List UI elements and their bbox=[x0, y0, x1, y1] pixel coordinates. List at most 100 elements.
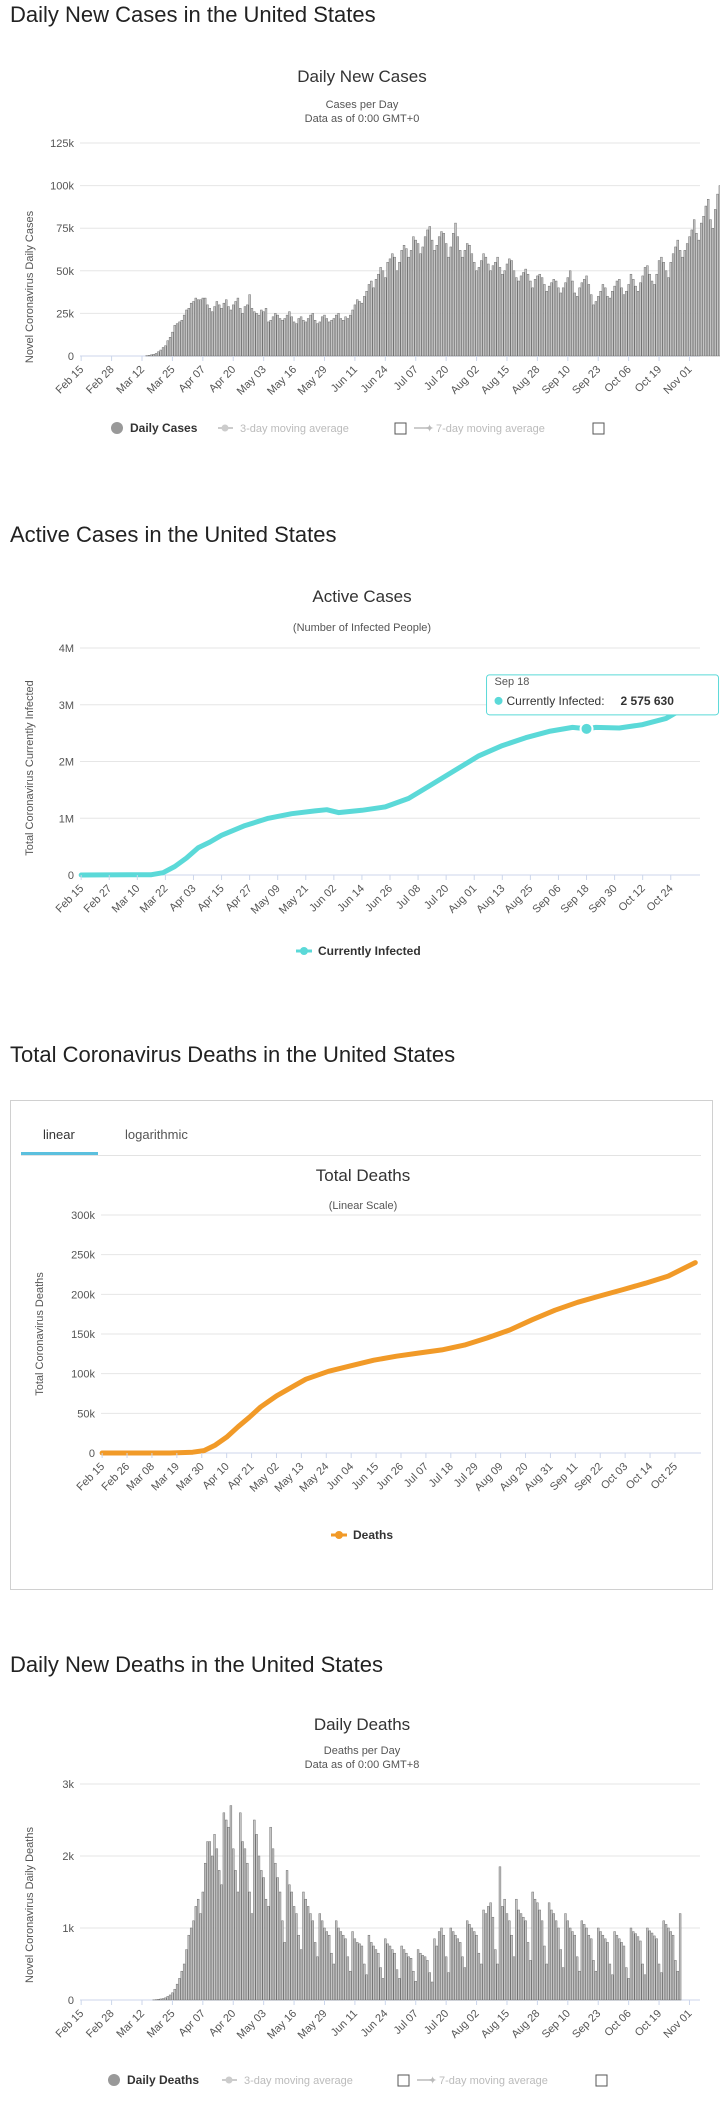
bar[interactable] bbox=[262, 1877, 265, 2001]
bar[interactable] bbox=[503, 270, 506, 357]
bar[interactable] bbox=[578, 287, 581, 357]
bar[interactable] bbox=[349, 1970, 352, 2001]
bar[interactable] bbox=[667, 1927, 670, 2001]
bar[interactable] bbox=[222, 302, 226, 357]
bar[interactable] bbox=[168, 1994, 172, 2001]
bar[interactable] bbox=[351, 1931, 354, 2001]
bar[interactable] bbox=[426, 229, 429, 357]
bar[interactable] bbox=[225, 299, 228, 357]
bar[interactable] bbox=[253, 1819, 256, 2001]
bar[interactable] bbox=[599, 291, 602, 357]
bar[interactable] bbox=[552, 279, 555, 357]
bar[interactable] bbox=[393, 256, 396, 357]
bar[interactable] bbox=[248, 1891, 251, 2001]
bar[interactable] bbox=[225, 1819, 228, 2001]
bar[interactable] bbox=[292, 321, 296, 357]
bar[interactable] bbox=[648, 273, 651, 357]
bar[interactable] bbox=[592, 304, 595, 357]
bar[interactable] bbox=[398, 1978, 401, 2001]
bar[interactable] bbox=[248, 294, 251, 357]
bar[interactable] bbox=[239, 1812, 242, 2001]
bar[interactable] bbox=[489, 270, 492, 357]
bar[interactable] bbox=[335, 1920, 338, 2001]
bar[interactable] bbox=[426, 1960, 429, 2001]
bar[interactable] bbox=[180, 1970, 183, 2001]
bar[interactable] bbox=[409, 1958, 413, 2001]
bar[interactable] bbox=[561, 1967, 565, 2001]
bar[interactable] bbox=[292, 1906, 296, 2001]
bar[interactable] bbox=[641, 275, 644, 357]
bar[interactable] bbox=[636, 291, 640, 357]
bar[interactable] bbox=[597, 1927, 600, 2001]
bar[interactable] bbox=[622, 1945, 626, 2001]
bar[interactable] bbox=[309, 1913, 312, 2001]
bar[interactable] bbox=[452, 233, 455, 357]
bar[interactable] bbox=[335, 314, 338, 357]
bar[interactable] bbox=[323, 314, 326, 357]
bar[interactable] bbox=[363, 1963, 366, 2001]
bar[interactable] bbox=[206, 1841, 209, 2001]
bar[interactable] bbox=[468, 245, 471, 357]
checkbox-7day-average[interactable] bbox=[595, 2074, 608, 2087]
bar[interactable] bbox=[419, 253, 422, 357]
bar[interactable] bbox=[180, 319, 183, 357]
bar[interactable] bbox=[222, 1812, 226, 2001]
bar[interactable] bbox=[187, 1934, 190, 2001]
bar[interactable] bbox=[585, 275, 588, 357]
legend-item-daily-cases[interactable]: Daily Cases bbox=[130, 421, 198, 435]
bar[interactable] bbox=[482, 253, 485, 357]
legend-marker-daily-deaths[interactable] bbox=[108, 2074, 120, 2086]
bar[interactable] bbox=[505, 1913, 509, 2001]
bar[interactable] bbox=[664, 1924, 668, 2001]
bar[interactable] bbox=[185, 1949, 188, 2001]
bar[interactable] bbox=[189, 302, 193, 357]
bar[interactable] bbox=[372, 287, 375, 357]
bar[interactable] bbox=[260, 1870, 263, 2001]
bar[interactable] bbox=[512, 270, 516, 357]
bar[interactable] bbox=[655, 1938, 658, 2001]
bar[interactable] bbox=[182, 1963, 186, 2001]
bar[interactable] bbox=[402, 245, 406, 357]
bar[interactable] bbox=[508, 258, 511, 357]
bar[interactable] bbox=[613, 1931, 616, 2001]
bar[interactable] bbox=[625, 1967, 628, 2001]
series-line[interactable] bbox=[99, 1260, 698, 1456]
bar[interactable] bbox=[189, 1927, 193, 2001]
bar[interactable] bbox=[363, 296, 366, 357]
bar[interactable] bbox=[215, 301, 219, 357]
bar[interactable] bbox=[344, 1938, 347, 2001]
bar[interactable] bbox=[639, 282, 642, 357]
bar[interactable] bbox=[508, 1920, 511, 2001]
bar[interactable] bbox=[613, 285, 616, 357]
bar[interactable] bbox=[232, 1848, 235, 2001]
bar[interactable] bbox=[678, 1913, 682, 2001]
bar[interactable] bbox=[379, 1967, 382, 2001]
bar[interactable] bbox=[540, 1920, 544, 2001]
bar[interactable] bbox=[274, 313, 277, 357]
bar[interactable] bbox=[529, 1960, 532, 2001]
bar[interactable] bbox=[192, 1920, 195, 2001]
bar[interactable] bbox=[601, 1934, 605, 2001]
bar[interactable] bbox=[337, 313, 340, 357]
bar[interactable] bbox=[587, 284, 591, 357]
bar[interactable] bbox=[711, 227, 715, 357]
bar[interactable] bbox=[367, 284, 371, 357]
bar[interactable] bbox=[622, 294, 626, 357]
bar[interactable] bbox=[199, 299, 202, 357]
bar[interactable] bbox=[517, 1909, 520, 2001]
bar[interactable] bbox=[285, 314, 289, 357]
bar[interactable] bbox=[325, 318, 328, 357]
bar[interactable] bbox=[561, 287, 565, 357]
bar[interactable] bbox=[215, 1848, 219, 2001]
bar[interactable] bbox=[264, 1898, 268, 2001]
bar[interactable] bbox=[452, 1931, 455, 2001]
bar[interactable] bbox=[466, 243, 469, 357]
bar[interactable] bbox=[353, 304, 357, 357]
bar[interactable] bbox=[423, 1956, 427, 2001]
bar[interactable] bbox=[412, 236, 415, 357]
bar[interactable] bbox=[374, 1949, 378, 2001]
bar[interactable] bbox=[639, 1940, 642, 2001]
bar[interactable] bbox=[192, 301, 195, 357]
bar[interactable] bbox=[213, 1834, 216, 2001]
bar[interactable] bbox=[559, 1949, 562, 2001]
